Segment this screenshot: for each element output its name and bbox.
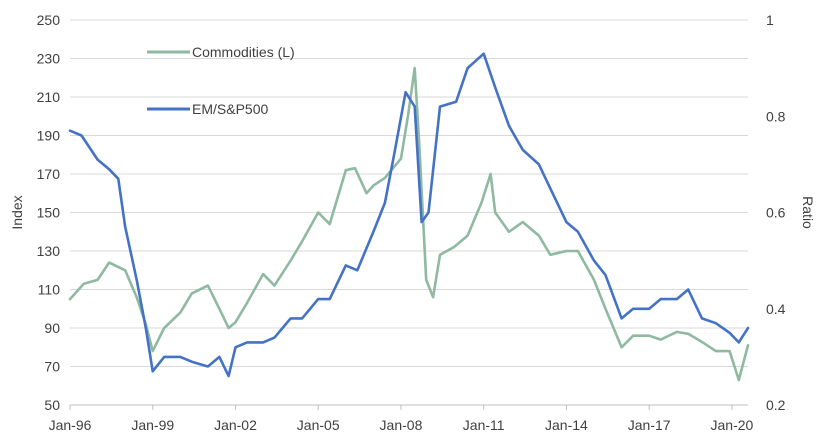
x-tick-label: Jan-14 — [545, 417, 588, 433]
y-tick-label-left: 110 — [38, 282, 61, 298]
x-tick-label: Jan-11 — [463, 417, 505, 433]
y-tick-label-right: 0.8 — [766, 108, 786, 124]
x-tick-label: Jan-20 — [711, 417, 754, 433]
y-tick-label-left: 50 — [44, 397, 60, 413]
tick-labels: 50 70 90 110 130 150 170 190 210 230 250 0.2 0.4 0.6 0… — [37, 12, 786, 433]
y-tick-label-left: 150 — [37, 205, 61, 221]
y-tick-label-left: 190 — [37, 128, 61, 144]
y-tick-label-left: 90 — [44, 320, 60, 336]
legend-label-em-sp500: EM/S&P500 — [192, 101, 268, 117]
x-tick-label: Jan-96 — [49, 417, 92, 433]
y-axis-title-left: Index — [9, 195, 25, 229]
y-tick-label-right: 0.2 — [766, 397, 786, 413]
y-axis-title-right: Ratio — [800, 196, 816, 229]
axes — [69, 404, 748, 410]
x-tick-label: Jan-99 — [131, 417, 174, 433]
series-lines — [68, 52, 750, 382]
legend: Commodities (L) EM/S&P500 — [147, 44, 295, 117]
y-tick-label-left: 170 — [37, 166, 61, 182]
gridlines — [70, 19, 748, 367]
y-tick-label-left: 70 — [44, 359, 60, 375]
y-tick-label-left: 230 — [37, 51, 61, 67]
y-tick-label-left: 210 — [37, 89, 61, 105]
x-tick-label: Jan-02 — [214, 417, 257, 433]
legend-label-commodities: Commodities (L) — [192, 44, 295, 60]
y-tick-label-right: 1 — [766, 12, 774, 28]
y-tick-label-left: 130 — [37, 243, 61, 259]
x-tick-label: Jan-08 — [380, 417, 423, 433]
commodities-line — [68, 66, 750, 382]
y-tick-label-left: 250 — [37, 12, 61, 28]
y-tick-label-right: 0.4 — [766, 301, 786, 317]
x-tick-label: Jan-05 — [297, 417, 340, 433]
em-sp500-line — [68, 52, 750, 378]
x-tick-label: Jan-17 — [628, 417, 671, 433]
y-tick-label-right: 0.6 — [766, 205, 786, 221]
